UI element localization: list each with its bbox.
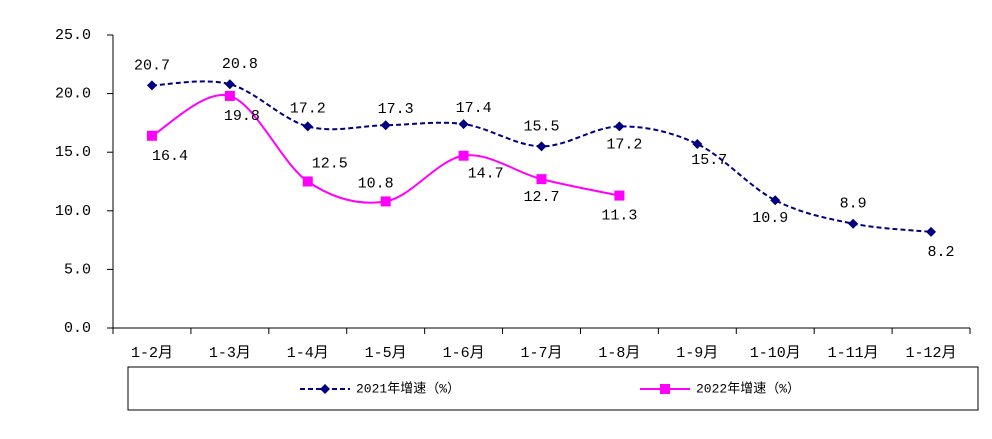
x-tick-label: 1-2月 (131, 345, 173, 362)
data-label: 15.5 (523, 118, 559, 135)
y-tick-label: 20.0 (55, 86, 91, 103)
data-point (614, 190, 625, 201)
data-label: 12.5 (312, 155, 348, 172)
data-point (224, 90, 235, 101)
data-point (302, 176, 313, 187)
data-point (692, 138, 703, 149)
data-label: 12.7 (523, 189, 559, 206)
y-tick-label: 5.0 (64, 261, 91, 278)
data-point (614, 121, 625, 132)
x-tick-label: 1-11月 (828, 345, 879, 362)
data-label: 16.4 (152, 148, 188, 165)
data-label: 20.8 (222, 56, 258, 73)
data-point (380, 120, 391, 131)
data-label: 14.7 (468, 166, 504, 183)
data-point (380, 196, 391, 207)
legend-marker (320, 384, 330, 394)
data-label: 20.7 (134, 57, 170, 74)
data-label: 11.3 (601, 208, 637, 225)
data-label: 17.2 (290, 100, 326, 117)
x-tick-label: 1-3月 (209, 345, 251, 362)
x-tick-label: 1-10月 (750, 345, 801, 362)
y-tick-label: 15.0 (55, 144, 91, 161)
data-point (146, 130, 157, 141)
data-point (458, 119, 469, 130)
y-tick-label: 10.0 (55, 203, 91, 220)
y-tick-label: 0.0 (64, 320, 91, 337)
data-label: 19.8 (224, 108, 260, 125)
x-tick-label: 1-9月 (676, 345, 718, 362)
legend-label: 2022年增速（%） (696, 381, 800, 396)
x-tick-label: 1-8月 (598, 345, 640, 362)
data-label: 15.7 (691, 152, 727, 169)
data-label: 10.8 (358, 175, 394, 192)
data-point (536, 174, 547, 185)
x-tick-label: 1-4月 (287, 345, 329, 362)
data-label: 17.4 (456, 100, 492, 117)
data-label: 17.2 (606, 136, 642, 153)
data-point (536, 141, 547, 152)
legend-box (127, 366, 979, 411)
data-point (926, 226, 937, 237)
x-tick-label: 1-6月 (443, 345, 485, 362)
data-point (224, 79, 235, 90)
data-label: 17.3 (378, 101, 414, 118)
x-tick-label: 1-12月 (906, 345, 957, 362)
data-point (146, 80, 157, 91)
data-label: 10.9 (752, 210, 788, 227)
data-label: 8.9 (840, 196, 867, 213)
y-tick-label: 25.0 (55, 27, 91, 44)
data-point (458, 150, 469, 161)
data-point (302, 121, 313, 132)
data-point (848, 218, 859, 229)
data-point (770, 195, 781, 206)
data-label: 8.2 (928, 244, 955, 261)
series-line (151, 80, 932, 233)
legend-label: 2021年增速（%） (356, 381, 460, 396)
x-tick-label: 1-7月 (520, 345, 562, 362)
legend-marker (660, 384, 670, 394)
x-tick-label: 1-5月 (365, 345, 407, 362)
